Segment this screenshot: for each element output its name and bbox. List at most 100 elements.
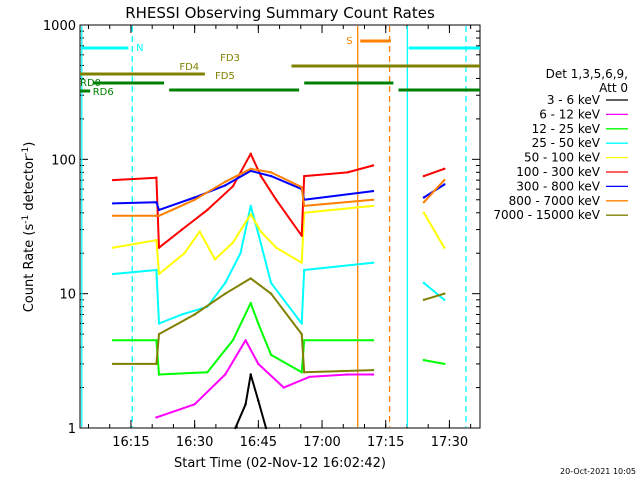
series-point-8-1-1	[443, 292, 446, 295]
fd4-label: FD4	[179, 62, 199, 73]
y-axis-ticks: 1 10 100 1000	[43, 19, 480, 437]
series-point-6-0-2	[157, 208, 161, 212]
series-point-2-0-0	[111, 339, 115, 342]
series-line-5-1	[423, 167, 445, 178]
series-point-2-1-0	[422, 358, 426, 362]
series-point-2-0-10	[371, 339, 375, 342]
series-point-3-0-3	[180, 313, 184, 316]
legend-label: 25 - 50 keV	[532, 136, 601, 150]
series-point-4-0-6	[231, 241, 235, 244]
series-point-3-0-13	[371, 261, 375, 264]
series-point-5-0-1	[155, 176, 158, 179]
series-point-8-0-1	[155, 362, 158, 366]
series-point-1-0-2	[224, 373, 227, 376]
series-line-7-1	[423, 179, 446, 203]
series-point-4-0-9	[275, 246, 278, 249]
series-point-1-0-6	[308, 375, 311, 379]
y-tick-label: 10	[59, 288, 76, 303]
series-line-4-1	[423, 212, 446, 249]
series-point-6-0-5	[249, 169, 252, 173]
y-axis-label-main: Count Rate (s	[22, 224, 37, 313]
series-point-2-0-8	[300, 371, 303, 374]
data-series	[111, 152, 446, 430]
series-point-0-0-1	[244, 403, 247, 406]
legend-header-attenuator: Att 0	[599, 81, 628, 95]
series-point-3-0-7	[249, 204, 252, 208]
series-point-5-0-0	[111, 178, 115, 182]
y-axis-label-mid: detector	[22, 155, 37, 215]
series-point-4-1-0	[422, 211, 426, 214]
plot-frame	[79, 24, 481, 429]
series-point-2-0-1	[155, 339, 158, 342]
series-point-7-0-6	[269, 171, 273, 174]
series-point-7-1-0	[422, 201, 426, 204]
series-point-1-0-5	[282, 386, 285, 389]
series-point-5-0-11	[346, 171, 349, 174]
series-point-6-1-1	[443, 183, 446, 186]
x-tick-label: 16:45	[240, 435, 277, 450]
fd3-label: FD3	[220, 53, 240, 64]
series-point-7-1-1	[443, 178, 446, 182]
series-point-4-0-0	[111, 246, 115, 249]
series-point-4-0-10	[300, 261, 303, 264]
series-point-6-1-0	[422, 196, 426, 199]
series-point-7-0-8	[303, 204, 306, 208]
x-tick-label: 17:30	[431, 435, 468, 450]
series-point-3-0-2	[157, 322, 161, 325]
series-point-7-0-3	[193, 198, 196, 201]
series-point-6-0-9	[371, 189, 375, 193]
series-point-3-0-10	[282, 298, 285, 301]
y-axis-label: Count Rate (s-1 detector-1)	[21, 142, 37, 313]
series-point-0-0-0	[234, 426, 237, 430]
series-point-4-0-12	[371, 204, 375, 208]
y-axis-label-sup2: -1	[21, 147, 31, 156]
series-point-6-0-3	[193, 196, 196, 199]
series-point-2-1-1	[443, 362, 446, 366]
series-point-3-1-0	[422, 281, 426, 285]
series-point-8-0-7	[300, 332, 303, 336]
series-point-4-0-3	[183, 252, 186, 255]
series-point-4-0-8	[259, 230, 263, 233]
y-tick-label: 1000	[43, 19, 76, 34]
series-line-8-0	[113, 277, 374, 374]
series-point-3-0-0	[111, 272, 115, 276]
series-point-1-0-3	[244, 339, 247, 342]
series-point-7-0-9	[371, 198, 375, 201]
series-point-3-0-11	[300, 322, 303, 325]
series-point-8-0-5	[249, 277, 252, 280]
series-point-1-0-8	[371, 373, 375, 376]
series-point-3-0-8	[257, 232, 260, 235]
series-point-3-0-5	[224, 281, 227, 285]
series-point-8-0-9	[371, 368, 375, 372]
legend-label: 100 - 300 keV	[516, 165, 600, 179]
legend-label: 6 - 12 keV	[539, 107, 601, 121]
series-point-2-0-2	[157, 373, 161, 376]
series-point-4-1-1	[443, 246, 446, 249]
x-tick-label: 16:30	[176, 435, 213, 450]
series-point-5-0-10	[303, 174, 306, 178]
series-point-2-0-9	[303, 339, 306, 342]
chart-title: RHESSI Observing Summary Count Rates	[125, 4, 435, 22]
series-point-6-0-0	[111, 202, 115, 205]
series-point-4-0-4	[198, 230, 201, 233]
series-point-6-0-4	[224, 184, 227, 187]
series-point-8-0-3	[193, 313, 196, 316]
series-point-3-0-12	[303, 268, 306, 272]
series-point-2-0-3	[206, 371, 209, 374]
series-point-8-0-8	[303, 371, 306, 374]
series-line-3-0	[113, 204, 374, 325]
series-point-7-0-4	[224, 180, 227, 183]
series-point-4-0-2	[157, 272, 161, 276]
fd5-label: FD5	[215, 71, 235, 82]
series-line-8-1	[423, 292, 445, 301]
x-tick-label: 17:15	[367, 435, 404, 450]
series-point-8-0-6	[269, 292, 273, 295]
footer-timestamp: 20-Oct-2021 10:05	[560, 467, 636, 476]
series-point-2-0-5	[249, 301, 252, 305]
legend-label: 7000 - 15000 keV	[493, 208, 600, 222]
series-point-3-0-6	[239, 252, 242, 255]
y-axis-label-sup1: -1	[21, 215, 31, 224]
x-tick-label: 17:00	[303, 435, 340, 450]
